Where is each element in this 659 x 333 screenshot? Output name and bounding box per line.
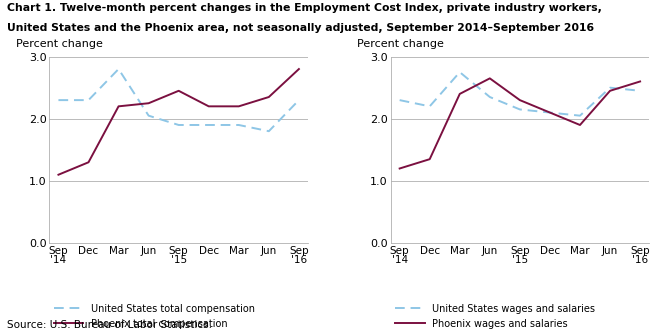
Phoenix total compensation — [205, 104, 213, 108]
Phoenix wages and salaries — [426, 157, 434, 161]
United States total compensation — [175, 123, 183, 127]
United States wages and salaries — [636, 89, 644, 93]
Legend: United States total compensation, Phoenix total compensation: United States total compensation, Phoeni… — [54, 304, 255, 329]
United States wages and salaries — [426, 104, 434, 108]
Text: United States and the Phoenix area, not seasonally adjusted, September 2014–Sept: United States and the Phoenix area, not … — [7, 23, 594, 33]
Phoenix wages and salaries — [516, 98, 524, 102]
Phoenix wages and salaries — [456, 92, 464, 96]
Phoenix wages and salaries — [486, 76, 494, 80]
United States wages and salaries — [486, 95, 494, 99]
Line: United States wages and salaries: United States wages and salaries — [399, 72, 640, 116]
Text: Source: U.S. Bureau of Labor Statistics.: Source: U.S. Bureau of Labor Statistics. — [7, 320, 212, 330]
Phoenix total compensation — [55, 173, 63, 177]
United States wages and salaries — [606, 86, 614, 90]
Phoenix wages and salaries — [576, 123, 584, 127]
Phoenix total compensation — [115, 104, 123, 108]
Phoenix wages and salaries — [546, 111, 554, 115]
Text: Percent change: Percent change — [357, 39, 444, 49]
Phoenix wages and salaries — [395, 166, 403, 170]
Text: Percent change: Percent change — [16, 39, 103, 49]
Phoenix total compensation — [235, 104, 243, 108]
United States total compensation — [84, 98, 92, 102]
United States total compensation — [205, 123, 213, 127]
Phoenix total compensation — [295, 67, 303, 71]
Line: United States total compensation: United States total compensation — [59, 69, 299, 131]
Phoenix wages and salaries — [636, 80, 644, 84]
Phoenix total compensation — [84, 160, 92, 164]
United States wages and salaries — [456, 70, 464, 74]
United States wages and salaries — [516, 108, 524, 112]
United States wages and salaries — [576, 114, 584, 118]
Phoenix wages and salaries — [606, 89, 614, 93]
Line: Phoenix wages and salaries: Phoenix wages and salaries — [399, 78, 640, 168]
Phoenix total compensation — [265, 95, 273, 99]
United States total compensation — [145, 114, 153, 118]
Phoenix total compensation — [175, 89, 183, 93]
United States wages and salaries — [395, 98, 403, 102]
United States total compensation — [115, 67, 123, 71]
United States total compensation — [265, 129, 273, 133]
United States total compensation — [235, 123, 243, 127]
United States total compensation — [55, 98, 63, 102]
Text: Chart 1. Twelve-month percent changes in the Employment Cost Index, private indu: Chart 1. Twelve-month percent changes in… — [7, 3, 602, 13]
Legend: United States wages and salaries, Phoenix wages and salaries: United States wages and salaries, Phoeni… — [395, 304, 596, 329]
United States total compensation — [295, 98, 303, 102]
Phoenix total compensation — [145, 101, 153, 105]
Line: Phoenix total compensation: Phoenix total compensation — [59, 69, 299, 175]
United States wages and salaries — [546, 111, 554, 115]
